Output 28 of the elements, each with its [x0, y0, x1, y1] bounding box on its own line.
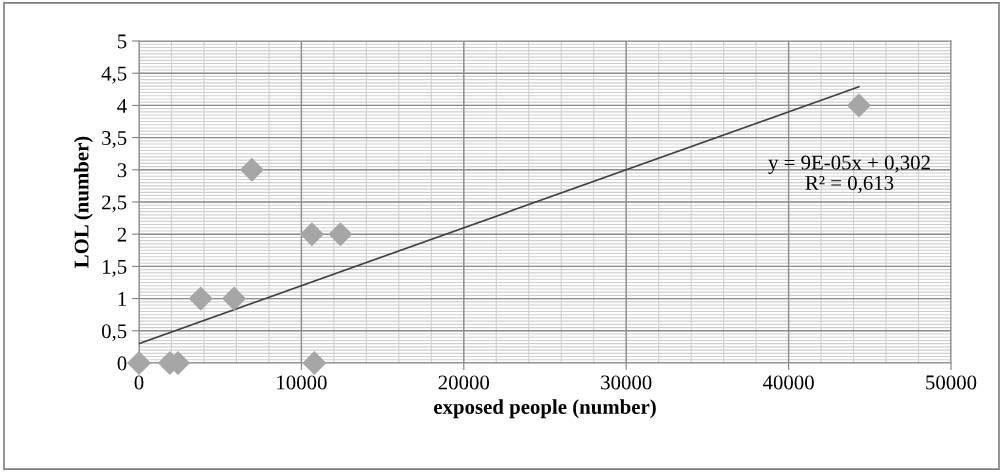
y-tick-label: 3	[117, 163, 127, 178]
y-tick-label: 0	[117, 356, 127, 371]
y-tick-label: 2,5	[102, 195, 127, 213]
y-axis-title: LOL (number)	[73, 136, 93, 268]
annotation: y = 9E-05x + 0,302 R² = 0,613	[768, 155, 930, 194]
y-tick-label: 1,5	[102, 259, 127, 277]
x-tick-label: 50000	[926, 375, 977, 390]
y-tick-label: 3,5	[102, 131, 127, 149]
x-tick-label: 30000	[601, 375, 652, 390]
x-tick-label: 10000	[277, 375, 327, 390]
point	[299, 222, 324, 247]
y-tick-label: 5	[117, 34, 127, 49]
point	[302, 350, 327, 376]
x-tick-label: 20000	[438, 375, 490, 390]
x-tick-label: 40000	[762, 375, 814, 390]
y-tick-label: 0,5	[101, 324, 127, 342]
point	[221, 286, 247, 311]
point	[328, 222, 353, 247]
point	[126, 350, 152, 376]
point	[239, 157, 264, 182]
point	[846, 93, 871, 118]
x-axis-title: exposed people (number)	[434, 399, 656, 419]
point	[188, 286, 213, 311]
y-tick-label: 1	[118, 292, 126, 306]
y-tick-label: 4,5	[101, 66, 127, 84]
y-tick-label: 2	[117, 227, 127, 242]
y-tick-label: 4	[117, 98, 127, 113]
x-tick-label: 0	[134, 375, 144, 390]
